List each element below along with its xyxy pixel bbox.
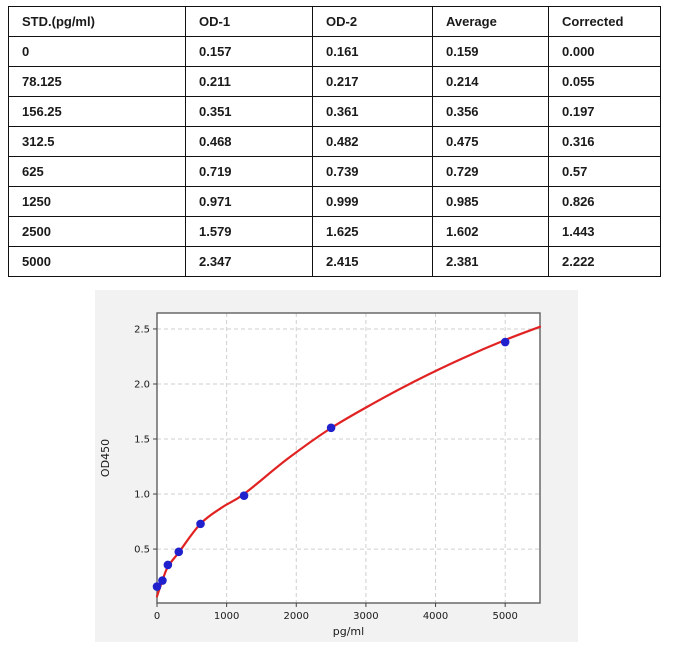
table-cell: 156.25 [8, 96, 186, 127]
data-point [326, 423, 336, 433]
table-cell: 0.055 [548, 66, 661, 97]
data-point [500, 337, 510, 347]
table-cell: 1.443 [548, 216, 661, 247]
table-row: 1250 0.971 0.999 0.985 0.826 [8, 186, 661, 217]
table-row: 312.5 0.468 0.482 0.475 0.316 [8, 126, 661, 157]
table-cell: 2.415 [312, 246, 433, 277]
table-cell: 0.351 [185, 96, 313, 127]
data-point [196, 519, 205, 529]
table-cell: 1.579 [185, 216, 313, 247]
table-cell: 2.222 [548, 246, 661, 277]
table-row: 625 0.719 0.739 0.729 0.57 [8, 156, 661, 187]
table-cell: 0.719 [185, 156, 313, 187]
column-header: Average [432, 6, 549, 37]
table-cell: 0.356 [432, 96, 549, 127]
table-cell: 1250 [8, 186, 186, 217]
table-cell: 0.482 [312, 126, 433, 157]
x-axis-label: pg/ml [333, 625, 364, 638]
data-point [158, 576, 167, 585]
table-cell: 1.602 [432, 216, 549, 247]
x-tick-label: 3000 [353, 611, 378, 622]
y-axis-label: OD450 [99, 439, 112, 477]
table-cell: 1.625 [312, 216, 433, 247]
table-cell: 5000 [8, 246, 186, 277]
y-tick-label: 2.5 [134, 324, 150, 335]
column-header: Corrected [548, 6, 661, 37]
table-cell: 2500 [8, 216, 186, 247]
data-point [174, 547, 184, 557]
table-cell: 0.985 [432, 186, 549, 217]
table-cell: 0.157 [185, 36, 313, 67]
table-row: 5000 2.347 2.415 2.381 2.222 [8, 246, 661, 277]
table-cell: 0.999 [312, 186, 433, 217]
table-cell: 625 [8, 156, 186, 187]
data-point [239, 491, 249, 500]
table-cell: 2.381 [432, 246, 549, 277]
table-cell: 312.5 [8, 126, 186, 157]
data-point [163, 560, 173, 570]
table-cell: 78.125 [8, 66, 186, 97]
table-cell: 0.971 [185, 186, 313, 217]
standard-curve-figure: 0 1000 2000 3000 4000 5000 0.5 1.0 1.5 2.0 2.5 pg/m… [95, 290, 578, 642]
table-cell: 0.159 [432, 36, 549, 67]
table-cell: 0.000 [548, 36, 661, 67]
column-header: OD-1 [185, 6, 313, 37]
table-cell: 0.316 [548, 126, 661, 157]
standard-curve-chart: 0 1000 2000 3000 4000 5000 0.5 1.0 1.5 2.0 2.5 pg/m… [95, 290, 578, 642]
column-header: STD.(pg/ml) [8, 6, 186, 37]
table-cell: 0.468 [185, 126, 313, 157]
column-header: OD-2 [312, 6, 433, 37]
table-cell: 2.347 [185, 246, 313, 277]
table-header-row: STD.(pg/ml) OD-1 OD-2 Average Corrected [8, 6, 661, 37]
table-cell: 0.217 [312, 66, 433, 97]
x-tick-label: 4000 [423, 611, 448, 622]
x-tick-label: 1000 [214, 611, 239, 622]
y-tick-label: 2.0 [134, 379, 150, 390]
table-cell: 0.211 [185, 66, 313, 97]
y-tick-label: 1.0 [134, 490, 150, 501]
table-row: 2500 1.579 1.625 1.602 1.443 [8, 216, 661, 247]
table-cell: 0.475 [432, 126, 549, 157]
x-tick-label: 0 [154, 611, 160, 622]
y-tick-label: 0.5 [134, 545, 150, 556]
plot-border [156, 312, 541, 604]
table-cell: 0.361 [312, 96, 433, 127]
table-cell: 0.57 [548, 156, 661, 187]
x-tick-label: 2000 [284, 611, 309, 622]
table-cell: 0 [8, 36, 186, 67]
table-cell: 0.214 [432, 66, 549, 97]
plot-area [157, 313, 540, 603]
table-cell: 0.826 [548, 186, 661, 217]
table-row: 0 0.157 0.161 0.159 0.000 [8, 36, 661, 67]
standards-table: STD.(pg/ml) OD-1 OD-2 Average Corrected 0 0.1… [8, 6, 661, 277]
y-tick-label: 1.5 [134, 435, 150, 446]
x-tick-label: 5000 [492, 611, 517, 622]
table-cell: 0.729 [432, 156, 549, 187]
table-cell: 0.197 [548, 96, 661, 127]
table-row: 78.125 0.211 0.217 0.214 0.055 [8, 66, 661, 97]
table-cell: 0.739 [312, 156, 433, 187]
data-point [152, 582, 162, 591]
table-cell: 0.161 [312, 36, 433, 67]
table-row: 156.25 0.351 0.361 0.356 0.197 [8, 96, 661, 127]
